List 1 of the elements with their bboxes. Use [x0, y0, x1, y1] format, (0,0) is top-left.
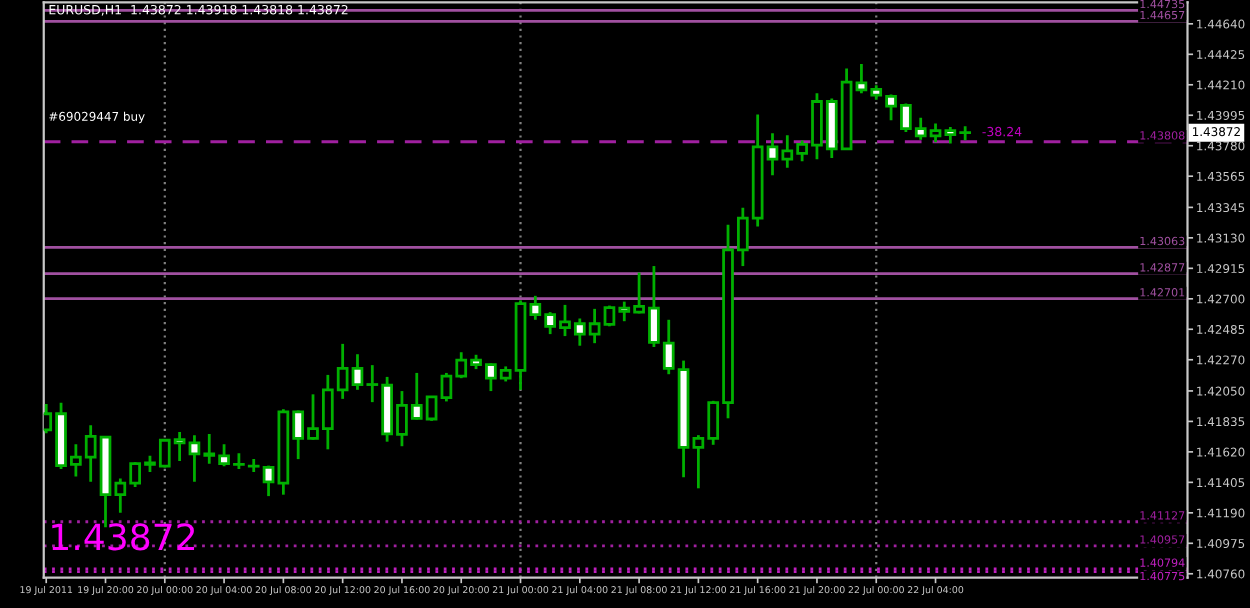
- annotation: 1.43872: [52, 523, 195, 551]
